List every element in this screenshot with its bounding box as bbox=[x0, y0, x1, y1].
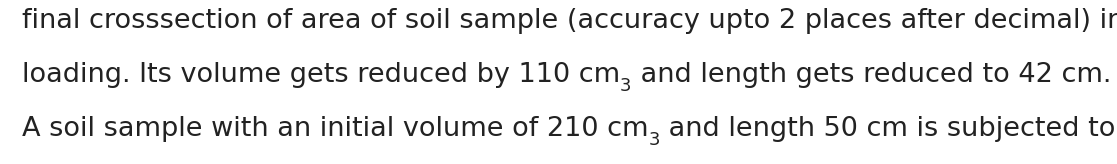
Text: and length gets reduced to 42 cm. Calculate the: and length gets reduced to 42 cm. Calcul… bbox=[631, 62, 1117, 88]
Text: 3: 3 bbox=[620, 77, 631, 95]
Text: final crosssection of area of soil sample (accuracy upto 2 places after decimal): final crosssection of area of soil sampl… bbox=[22, 8, 1117, 34]
Text: loading. Its volume gets reduced by 110 cm: loading. Its volume gets reduced by 110 … bbox=[22, 62, 620, 88]
Text: 3: 3 bbox=[649, 131, 660, 149]
Text: A soil sample with an initial volume of 210 cm: A soil sample with an initial volume of … bbox=[22, 116, 649, 142]
Text: and length 50 cm is subjected to a tri-axial: and length 50 cm is subjected to a tri-a… bbox=[660, 116, 1117, 142]
